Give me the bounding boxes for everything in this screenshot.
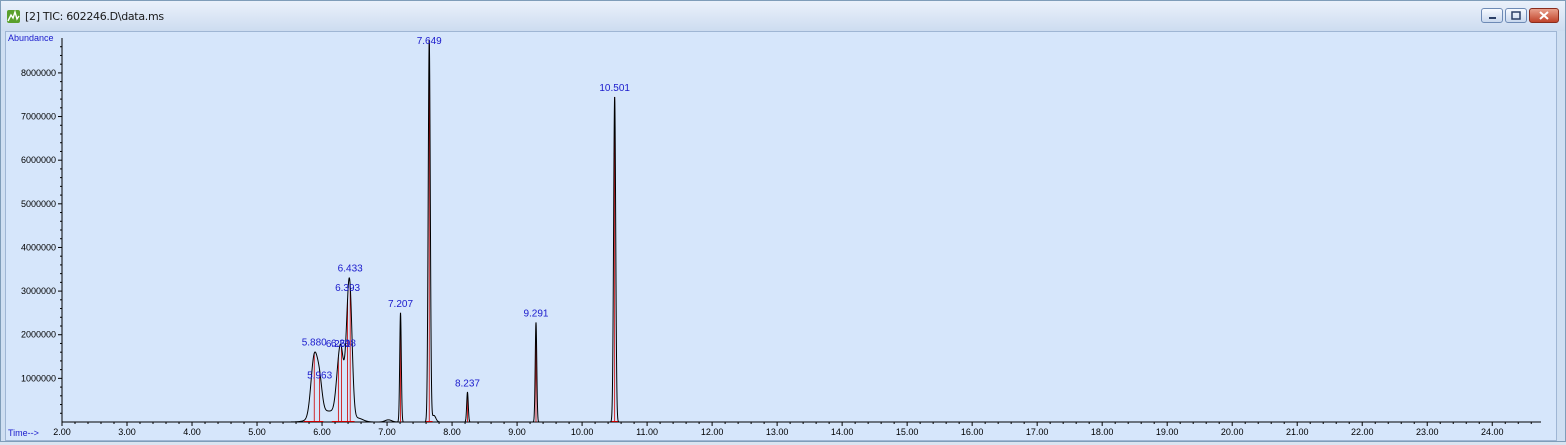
peak-label: 8.237 — [455, 378, 480, 389]
x-tick-label: 19.00 — [1156, 427, 1179, 437]
title-bar[interactable]: [2] TIC: 602246.D\data.ms — [1, 1, 1565, 31]
peak-label: 9.291 — [523, 309, 548, 320]
x-tick-label: 5.00 — [248, 427, 266, 437]
x-tick-label: 6.00 — [313, 427, 331, 437]
close-button[interactable] — [1529, 8, 1559, 23]
y-tick-label: 4000000 — [21, 242, 56, 252]
x-tick-label: 18.00 — [1091, 427, 1114, 437]
peak-label: 5.880 — [302, 337, 327, 348]
axes — [61, 38, 1541, 423]
peak-label: 6.393 — [335, 283, 360, 294]
maximize-button[interactable] — [1505, 8, 1527, 23]
x-tick-label: 11.00 — [636, 427, 658, 437]
x-tick-label: 22.00 — [1351, 427, 1374, 437]
peak-label: 10.501 — [599, 83, 630, 94]
chromatogram-app-icon — [7, 10, 20, 23]
x-axis-label: Time--> — [8, 428, 39, 438]
minimize-button[interactable] — [1481, 8, 1503, 23]
y-tick-label: 3000000 — [21, 286, 56, 296]
y-tick-label: 6000000 — [21, 155, 56, 165]
x-tick-label: 7.00 — [378, 427, 396, 437]
minimize-icon — [1489, 17, 1496, 19]
x-tick-label: 20.00 — [1221, 427, 1244, 437]
peak-label: 7.649 — [417, 36, 442, 47]
x-tick-label: 8.00 — [443, 427, 461, 437]
peak-label: 6.433 — [338, 264, 363, 275]
y-tick-label: 7000000 — [21, 112, 56, 122]
x-tick-label: 4.00 — [183, 427, 201, 437]
y-tick-label: 8000000 — [21, 68, 56, 78]
x-tick-label: 16.00 — [961, 427, 984, 437]
x-tick-label: 23.00 — [1416, 427, 1439, 437]
y-tick-label: 1000000 — [21, 373, 56, 383]
x-tick-label: 3.00 — [118, 427, 136, 437]
window-title: [2] TIC: 602246.D\data.ms — [25, 10, 164, 23]
chromatogram-plot-area: Abundance Time--> 1000000 2000000 3000000 4… — [5, 31, 1557, 441]
y-tick-label: 5000000 — [21, 199, 56, 209]
integration-marks — [303, 39, 619, 422]
tic-trace-line — [62, 39, 1541, 423]
tic-chromatogram-chart: Abundance Time--> 1000000 2000000 3000000 4… — [8, 33, 1541, 438]
peak-label: 5.963 — [307, 370, 332, 381]
x-tick-label: 9.00 — [508, 427, 526, 437]
x-tick-label: 14.00 — [831, 427, 854, 437]
close-icon — [1539, 11, 1549, 20]
x-tick-label: 15.00 — [896, 427, 919, 437]
y-axis-ticks: 1000000 2000000 3000000 4000000 5000000 60000… — [21, 46, 62, 414]
x-tick-label: 10.00 — [571, 427, 594, 437]
maximize-icon — [1511, 11, 1521, 20]
peak-label: 6.251 — [326, 339, 351, 350]
x-tick-label: 17.00 — [1026, 427, 1049, 437]
x-tick-label: 13.00 — [766, 427, 789, 437]
peak-label: 7.207 — [388, 299, 413, 310]
x-tick-label: 24.00 — [1481, 427, 1504, 437]
y-tick-label: 2000000 — [21, 330, 56, 340]
peak-label: 6.298 — [331, 339, 356, 350]
x-axis-ticks: 2.00 3.00 4.00 5.00 6.00 7.00 8.00 9.00 10.00 11.… — [53, 422, 1532, 437]
x-tick-label: 21.00 — [1286, 427, 1309, 437]
x-tick-label: 12.00 — [701, 427, 724, 437]
x-tick-label: 2.00 — [53, 427, 71, 437]
y-axis-label: Abundance — [8, 33, 54, 43]
